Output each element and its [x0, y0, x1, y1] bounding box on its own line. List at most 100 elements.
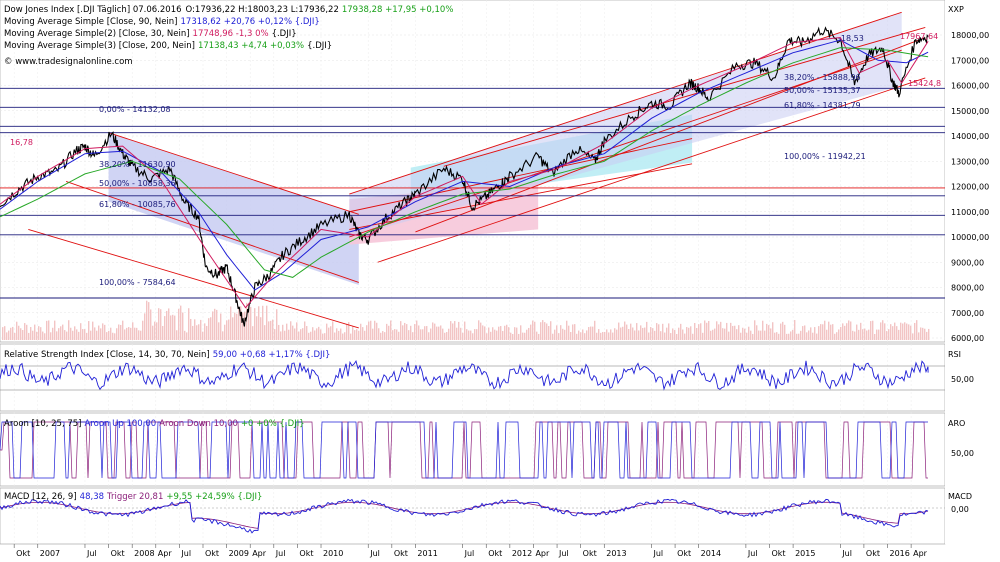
volume-bar	[772, 322, 774, 340]
aroon-up-line	[0, 421, 928, 479]
volume-bar	[920, 327, 922, 340]
volume-bar	[902, 323, 904, 340]
x-tick-label: Apr	[535, 549, 550, 558]
volume-bar	[224, 324, 226, 340]
volume-bar	[6, 332, 8, 340]
volume-bar	[924, 328, 926, 340]
volume-bar	[444, 332, 446, 340]
volume-bar	[276, 309, 278, 340]
volume-bar	[922, 327, 924, 340]
volume-bar	[12, 326, 14, 340]
volume-bar	[724, 328, 726, 340]
volume-bar	[262, 305, 264, 340]
y-tick-label: 10000,00	[951, 233, 989, 242]
volume-bar	[700, 323, 702, 340]
macd-panel[interactable]	[0, 487, 946, 545]
aroon-up-label: Aroon Up 100,00	[85, 419, 157, 429]
volume-bar	[164, 316, 166, 340]
volume-bar	[470, 330, 472, 340]
ma90-name: Moving Average Simple [Close, 90, Nein]	[4, 17, 178, 27]
volume-bar	[616, 329, 618, 340]
volume-bar	[632, 327, 634, 340]
volume-bar	[732, 325, 734, 340]
aroon-down-label: Aroon Down 10,00	[159, 419, 238, 429]
x-tick-label: 2007	[40, 549, 60, 558]
volume-bar	[558, 333, 560, 340]
volume-bar	[230, 306, 232, 340]
volume-bar	[504, 325, 506, 340]
volume-bar	[686, 327, 688, 340]
volume-bars	[2, 300, 930, 340]
volume-bar	[322, 333, 324, 340]
volume-bar	[896, 326, 898, 340]
volume-bar	[114, 333, 116, 340]
volume-bar	[570, 331, 572, 340]
volume-bar	[350, 333, 352, 340]
volume-bar	[242, 312, 244, 340]
price-axis[interactable]	[945, 0, 1000, 544]
volume-bar	[124, 329, 126, 340]
volume-bar	[186, 332, 188, 340]
volume-bar	[240, 306, 242, 340]
volume-bar	[586, 330, 588, 340]
volume-bar	[598, 329, 600, 340]
volume-bar	[108, 330, 110, 340]
volume-bar	[656, 323, 658, 340]
volume-bar	[52, 327, 54, 340]
volume-bar	[588, 327, 590, 340]
volume-bar	[126, 327, 128, 340]
volume-bar	[514, 327, 516, 340]
volume-bar	[640, 325, 642, 340]
volume-bar	[768, 325, 770, 340]
volume-bar	[398, 331, 400, 340]
aroon-rest: +0 +0% {.DJI}	[241, 419, 305, 429]
volume-bar	[822, 324, 824, 340]
volume-bar	[878, 329, 880, 340]
volume-bar	[630, 323, 632, 340]
volume-bar	[538, 333, 540, 340]
volume-bar	[392, 330, 394, 340]
volume-bar	[600, 332, 602, 340]
volume-bar	[48, 320, 50, 340]
x-tick-label: 2016	[890, 549, 910, 558]
volume-bar	[534, 321, 536, 340]
x-tick-label: 2010	[323, 549, 343, 558]
volume-bar	[698, 324, 700, 340]
volume-bar	[266, 305, 268, 340]
volume-bar	[634, 330, 636, 340]
x-tick-label: 2014	[701, 549, 721, 558]
volume-bar	[758, 330, 760, 340]
volume-bar	[464, 321, 466, 340]
volume-bar	[726, 322, 728, 340]
volume-bar	[548, 326, 550, 340]
volume-bar	[434, 323, 436, 340]
volume-bar	[882, 320, 884, 340]
volume-bar	[412, 332, 414, 340]
volume-bar	[466, 329, 468, 340]
volume-bar	[446, 332, 448, 340]
volume-bar	[84, 329, 86, 340]
volume-bar	[540, 322, 542, 340]
volume-bar	[216, 309, 218, 340]
header-change: 17938,28 +17,95 +0,10%	[342, 5, 454, 15]
aroon-panel[interactable]	[0, 412, 946, 487]
volume-bar	[704, 320, 706, 340]
channel-line-0	[108, 132, 359, 215]
x-tick-label: 2015	[795, 549, 815, 558]
volume-bar	[94, 327, 96, 340]
rsi-panel[interactable]	[0, 343, 946, 412]
x-tick-label: 2011	[417, 549, 437, 558]
volume-bar	[798, 333, 800, 340]
volume-bar	[162, 325, 164, 340]
volume-bar	[818, 326, 820, 340]
volume-bar	[202, 331, 204, 340]
volume-bar	[738, 325, 740, 340]
volume-bar	[826, 329, 828, 340]
ma30-name: Moving Average Simple(2) [Close, 30, Nei…	[4, 29, 190, 39]
volume-bar	[40, 327, 42, 340]
x-tick-label: Jul	[464, 549, 475, 558]
volume-bar	[92, 321, 94, 340]
x-tick-labels: Okt 2007 Jul Okt 2008 Apr Jul Okt 2009 Apr Jul Okt 2…	[13, 544, 928, 558]
